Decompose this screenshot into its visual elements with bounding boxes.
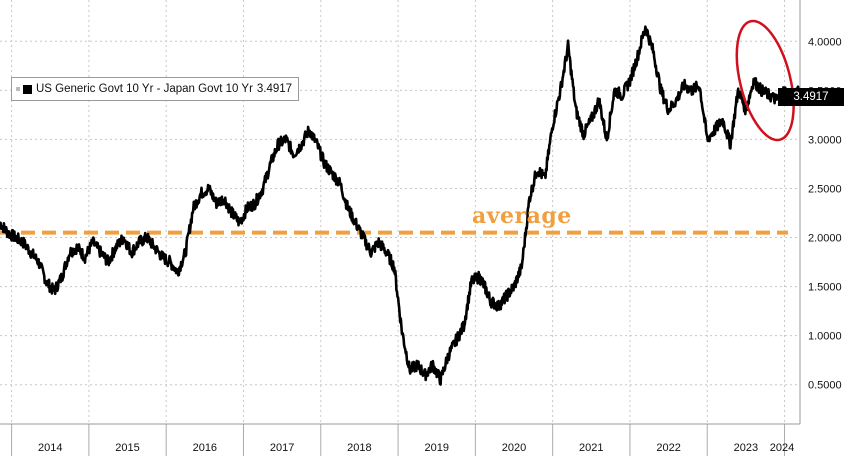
y-tick-label: 4.0000 bbox=[808, 36, 842, 48]
series-group bbox=[0, 25, 800, 386]
legend-value: 3.4917 bbox=[256, 83, 293, 95]
legend-swatch-icon bbox=[23, 84, 32, 94]
highlight-ellipse bbox=[735, 19, 795, 142]
last-value-tag: 3.4917 bbox=[778, 88, 844, 106]
annotation-group bbox=[735, 19, 795, 142]
x-tick-label: 2023 bbox=[734, 442, 758, 454]
x-tick-label: 2017 bbox=[270, 442, 294, 454]
average-label: average bbox=[472, 203, 572, 229]
x-tick-label: 2019 bbox=[424, 442, 448, 454]
y-axis: 4.00003.50003.00002.50002.00001.50001.00… bbox=[799, 0, 842, 424]
y-tick-label: 0.5000 bbox=[808, 380, 842, 392]
x-tick-label: 2014 bbox=[38, 442, 62, 454]
legend: US Generic Govt 10 Yr - Japan Govt 10 Yr… bbox=[11, 77, 300, 101]
grid-lines bbox=[0, 0, 800, 424]
legend-label: US Generic Govt 10 Yr - Japan Govt 10 Yr bbox=[36, 83, 253, 95]
y-tick-label: 2.0000 bbox=[808, 233, 842, 245]
legend-handle-icon bbox=[16, 87, 20, 91]
y-tick-label: 1.0000 bbox=[808, 331, 842, 343]
y-tick-label: 1.5000 bbox=[808, 282, 842, 294]
x-tick-label: 2022 bbox=[656, 442, 680, 454]
series-line bbox=[0, 25, 800, 386]
x-tick-label: 2016 bbox=[193, 442, 217, 454]
x-tick-label: 2020 bbox=[502, 442, 526, 454]
x-tick-label: 2018 bbox=[347, 442, 371, 454]
x-tick-label: 2024 bbox=[770, 442, 794, 454]
y-tick-label: 2.5000 bbox=[808, 183, 842, 195]
x-axis: 2014 2015 2016 2017 2018 2019 2020 2021 2022 2023… bbox=[0, 423, 800, 456]
x-tick-label: 2015 bbox=[115, 442, 139, 454]
x-tick-label: 2021 bbox=[579, 442, 603, 454]
y-tick-label: 3.0000 bbox=[808, 134, 842, 146]
